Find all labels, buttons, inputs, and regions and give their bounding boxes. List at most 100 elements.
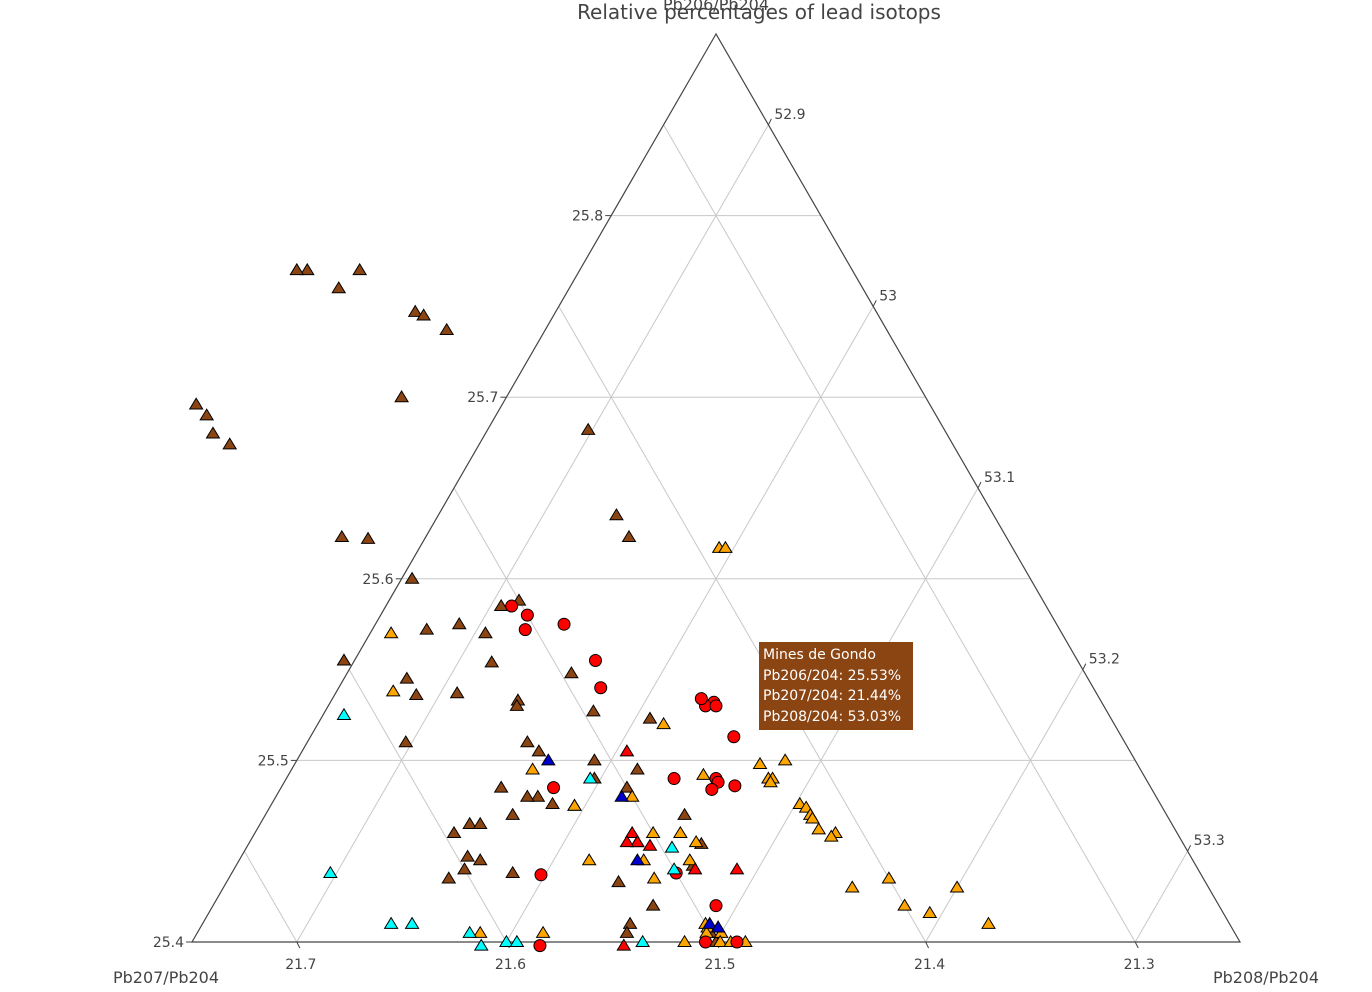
marker-triangle-brown [462, 816, 478, 829]
tick-mark-b-4 [296, 941, 301, 949]
marker-triangle-orange [472, 925, 488, 938]
marker-triangle-brown [585, 704, 601, 717]
tick-label-c-4: 53.3 [1194, 833, 1225, 849]
marker-triangle-orange [752, 756, 768, 770]
marker-triangle-red [616, 938, 632, 951]
marker-triangle-orange [777, 753, 793, 766]
marker-triangle-brown [563, 666, 579, 679]
marker-triangle-blue [540, 753, 556, 766]
marker-triangle-orange [535, 925, 551, 938]
marker-triangle-brown [587, 753, 602, 766]
marker-triangle-orange [677, 934, 692, 947]
gridlines [192, 124, 1240, 943]
marker-triangle-cyan [635, 934, 651, 947]
marker-circle-red [730, 935, 744, 949]
marker-triangle-brown [398, 735, 414, 748]
marker-triangle-orange [688, 834, 704, 848]
marker-triangle-brown [509, 698, 525, 711]
tick-mark-c-2 [977, 481, 982, 489]
tick-label-c-1: 53 [879, 288, 897, 304]
marker-triangle-brown [407, 304, 423, 317]
tick-label-b-4: 21.7 [285, 957, 316, 973]
data-points [188, 262, 996, 953]
axis-title-c: Pb208/Pb204 [1213, 968, 1319, 987]
marker-circle-red [594, 681, 608, 695]
tooltip-line-a: Pb206/204: 25.53% [763, 667, 902, 684]
marker-triangle-brown [360, 531, 376, 544]
marker-triangle-brown [645, 898, 661, 911]
marker-triangle-orange [525, 762, 540, 775]
tick-mark-c-0 [767, 118, 772, 126]
marker-triangle-orange [646, 871, 662, 884]
marker-triangle-orange [718, 540, 733, 553]
marker-triangle-blue [630, 853, 645, 866]
marker-circle-red [518, 623, 532, 637]
marker-triangle-brown [408, 687, 424, 701]
marker-triangle-brown [505, 865, 521, 878]
marker-triangle-red [624, 825, 640, 839]
marker-triangle-orange [922, 905, 938, 918]
marker-triangle-brown [394, 390, 409, 403]
marker-triangle-brown [336, 653, 352, 666]
marker-triangle-orange [823, 829, 839, 842]
marker-triangle-brown [439, 322, 455, 336]
marker-triangle-blue [614, 789, 630, 802]
marker-circle-red [705, 782, 719, 796]
axis-title-a: Pb206/Pb204 [663, 0, 769, 14]
grid-line-c-0 [296, 124, 769, 943]
marker-triangle-cyan [473, 938, 489, 951]
marker-triangle-brown [451, 617, 467, 630]
marker-triangle-brown [441, 871, 457, 884]
tick-mark-c-1 [872, 300, 877, 307]
marker-triangle-orange [811, 822, 827, 835]
marker-triangle-cyan [462, 925, 478, 938]
tooltip-line-b: Pb207/204: 21.44% [763, 688, 902, 704]
grid-line-b-4 [243, 850, 298, 943]
marker-triangle-brown [457, 862, 472, 875]
marker-triangle-brown [199, 408, 215, 421]
tick-mark-b-0 [1134, 941, 1139, 949]
marker-triangle-brown [519, 735, 535, 748]
tick-label-c-3: 53.2 [1089, 652, 1120, 668]
tick-label-b-3: 21.6 [495, 957, 526, 973]
marker-circle-red [557, 617, 571, 631]
marker-triangle-cyan [404, 916, 420, 929]
marker-triangle-brown [619, 925, 635, 938]
marker-triangle-brown [484, 655, 500, 668]
marker-triangle-orange [844, 880, 860, 893]
marker-triangle-brown [642, 711, 658, 724]
tick-mark-c-3 [1082, 663, 1087, 670]
tick-label-c-2: 53.1 [984, 470, 1015, 486]
marker-triangle-orange [656, 716, 671, 730]
marker-circle-red [699, 935, 713, 949]
marker-triangle-orange [624, 789, 640, 802]
marker-triangle-red [619, 834, 635, 848]
marker-triangle-red [729, 862, 745, 875]
marker-triangle-orange [805, 811, 820, 824]
marker-circle-red [709, 899, 723, 913]
tick-label-c-0: 52.9 [774, 107, 805, 123]
triangle-outline [190, 32, 1242, 943]
marker-triangle-red [630, 834, 645, 848]
marker-triangle-orange [567, 798, 582, 811]
tick-label-b-0: 21.3 [1124, 957, 1155, 973]
grid-line-b-3 [348, 669, 507, 943]
marker-triangle-orange [385, 684, 401, 697]
marker-triangle-blue [702, 916, 718, 929]
marker-triangle-cyan [336, 707, 352, 720]
marker-triangle-cyan [666, 862, 682, 875]
marker-triangle-brown [331, 281, 347, 294]
marker-triangle-brown [505, 807, 521, 820]
marker-triangle-orange [682, 853, 698, 866]
marker-triangle-orange [712, 934, 728, 947]
marker-triangle-brown [630, 762, 645, 775]
tick-label-b-1: 21.4 [914, 957, 945, 973]
tick-mark-b-1 [925, 941, 930, 949]
marker-triangle-brown [446, 825, 462, 839]
tick-label-a-0: 25.4 [153, 935, 184, 951]
marker-triangle-orange [949, 880, 965, 893]
grid-line-c-3 [925, 669, 1084, 943]
marker-triangle-orange [763, 775, 778, 788]
marker-triangle-brown [580, 422, 596, 435]
marker-triangle-orange [672, 825, 688, 839]
